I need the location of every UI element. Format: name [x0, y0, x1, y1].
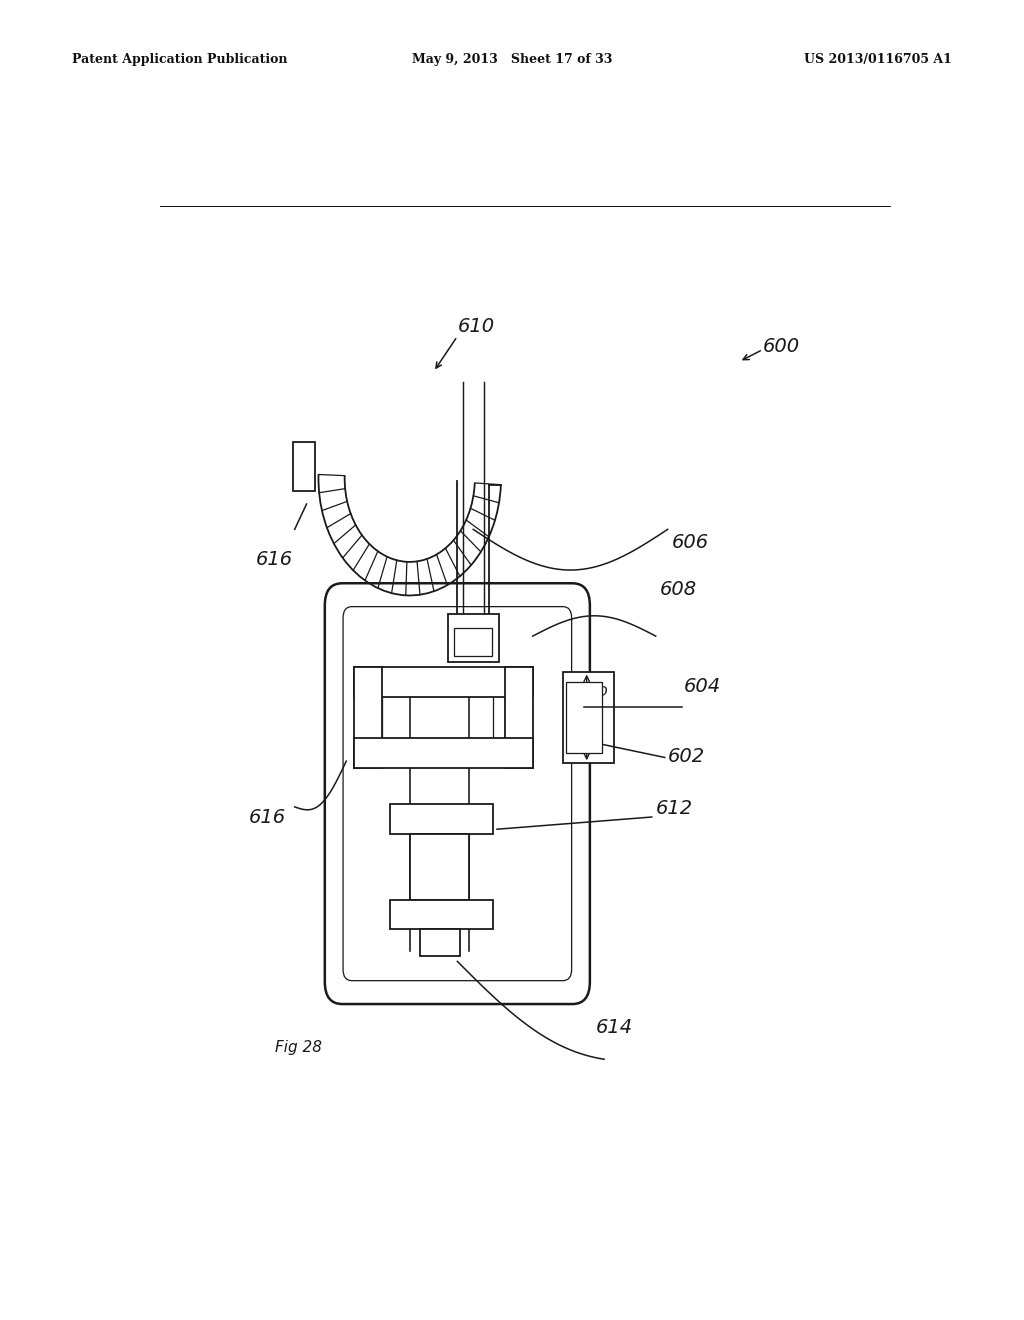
Text: 604: 604 [684, 677, 721, 697]
Bar [566, 682, 602, 752]
Bar [354, 738, 532, 768]
Text: 610: 610 [458, 317, 495, 335]
Bar [505, 667, 532, 768]
Text: 616: 616 [248, 808, 286, 826]
Bar [354, 667, 382, 768]
Text: Fig 28: Fig 28 [274, 1040, 322, 1055]
Text: 614: 614 [596, 1018, 634, 1038]
Text: Patent Application Publication: Patent Application Publication [72, 53, 287, 66]
Text: 616: 616 [256, 550, 294, 569]
Text: 602: 602 [668, 747, 705, 766]
Text: 608: 608 [659, 579, 697, 599]
FancyBboxPatch shape [343, 607, 571, 981]
Bar [410, 834, 469, 900]
Bar [447, 614, 499, 661]
FancyBboxPatch shape [325, 583, 590, 1005]
Bar [390, 804, 494, 834]
Bar [293, 442, 314, 491]
Bar [420, 929, 460, 956]
Text: 612: 612 [655, 800, 693, 818]
Text: US 2013/0116705 A1: US 2013/0116705 A1 [805, 53, 952, 66]
Text: May 9, 2013   Sheet 17 of 33: May 9, 2013 Sheet 17 of 33 [412, 53, 612, 66]
Bar [390, 900, 494, 929]
Bar [563, 672, 614, 763]
Text: 600: 600 [763, 337, 800, 356]
Bar [354, 667, 532, 697]
Text: D: D [596, 685, 607, 700]
Text: 606: 606 [672, 533, 709, 552]
Bar [455, 628, 493, 656]
